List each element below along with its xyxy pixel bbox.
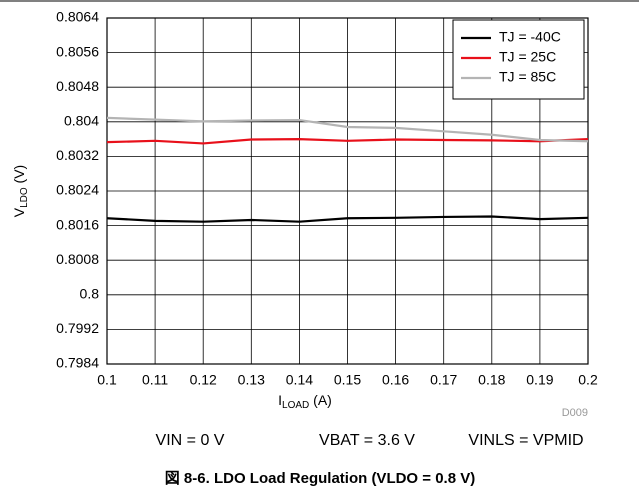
x-label-sub: LOAD xyxy=(282,400,309,411)
x-tick-label: 0.2 xyxy=(578,372,598,388)
x-tick-label: 0.11 xyxy=(142,372,168,388)
condition: VBAT = 3.6 V xyxy=(319,432,415,449)
x-tick-label: 0.17 xyxy=(430,372,457,388)
x-tick-label: 0.19 xyxy=(526,372,553,388)
x-axis-label: ILOAD (A) xyxy=(278,392,332,411)
y-label-sub: LDO xyxy=(19,187,30,208)
data-line xyxy=(106,215,589,223)
legend-label: TJ = 85C xyxy=(499,69,556,85)
x-tick-label: 0.15 xyxy=(334,372,361,388)
condition: VIN = 0 V xyxy=(156,432,225,449)
y-tick-label: 0.8 xyxy=(80,286,100,302)
condition: VINLS = VPMID xyxy=(468,432,583,449)
data-line xyxy=(106,137,589,145)
y-tick-label: 0.804 xyxy=(64,113,99,129)
legend-box xyxy=(452,19,585,100)
y-tick-label: 0.7984 xyxy=(56,355,99,371)
y-tick-label: 0.8016 xyxy=(56,216,99,232)
y-tick-label: 0.8048 xyxy=(56,78,99,94)
y-tick-label: 0.8032 xyxy=(56,147,99,163)
x-tick-label: 0.18 xyxy=(478,372,505,388)
y-label-main: V xyxy=(11,207,27,217)
legend-label: TJ = 25C xyxy=(499,49,556,65)
x-tick-label: 0.16 xyxy=(382,372,409,388)
plot-frame xyxy=(106,17,589,365)
x-tick-label: 0.13 xyxy=(238,372,265,388)
x-tick-label: 0.14 xyxy=(286,372,313,388)
y-label-unit: (V) xyxy=(11,165,27,188)
caption: 図 8-6. LDO Load Regulation (VLDO = 0.8 V… xyxy=(165,470,475,487)
x-tick-label: 0.1 xyxy=(97,372,117,388)
y-tick-label: 0.8056 xyxy=(56,43,99,59)
y-tick-label: 0.8008 xyxy=(56,251,99,267)
data-line xyxy=(106,116,589,143)
y-tick-label: 0.8064 xyxy=(56,9,99,25)
x-label-main: I xyxy=(278,392,282,408)
y-axis-label: VLDO (V) xyxy=(11,165,30,217)
y-tick-label: 0.7992 xyxy=(56,320,99,336)
y-tick-label: 0.8024 xyxy=(56,182,99,198)
legend-label: TJ = -40C xyxy=(499,29,561,45)
x-tick-label: 0.12 xyxy=(190,372,217,388)
x-label-unit: (A) xyxy=(309,392,332,408)
figure-id: D009 xyxy=(562,407,588,419)
